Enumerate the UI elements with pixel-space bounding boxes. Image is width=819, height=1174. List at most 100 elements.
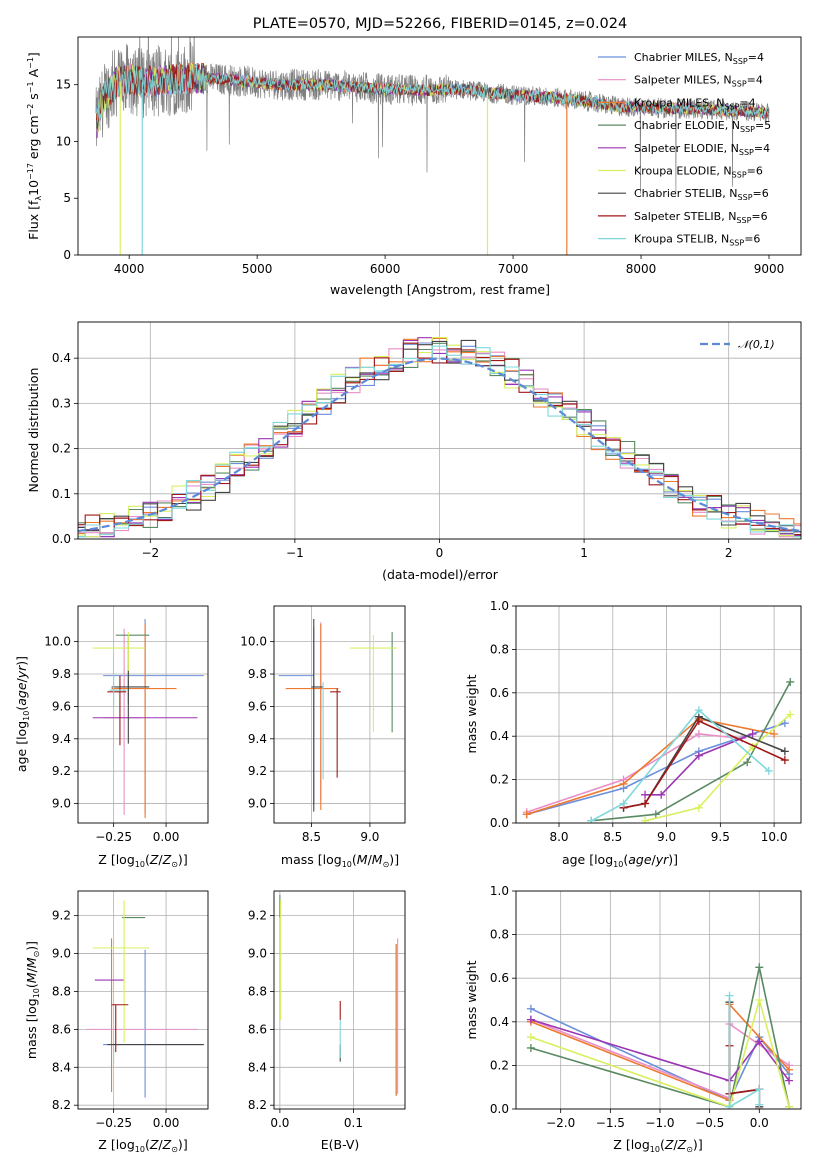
mass-vs-Z-frame	[77, 890, 209, 1110]
age-vs-Z-point-5	[92, 631, 146, 681]
mass-vs-Z-ytick-label-2: 8.6	[52, 1022, 71, 1036]
spectrum-ylabel: Flux [fλ10−17 erg cm−2 s−1 A−1]	[26, 52, 43, 240]
residuals-ytick-label-1: 0.1	[52, 487, 71, 501]
age-vs-mass-ytick-label-5: 10.0	[240, 635, 267, 649]
mass-vs-EBV-axes: 0.0 0.1 8.2 8.4 8.6 8.8 9.0 9.2	[248, 891, 405, 1130]
spectrum-xtick-label-2: 6000	[370, 262, 401, 276]
mass-vs-EBV-ytick-label-1: 8.4	[248, 1060, 267, 1074]
spectrum-ytick-label-0: 0	[63, 248, 71, 262]
weight-vs-Z-xtick-label-3: −0.5	[695, 1116, 724, 1130]
weight-vs-age-marker-8-2	[694, 706, 703, 715]
residuals-hist-5	[78, 336, 801, 538]
weight-vs-Z-ytick-label-1: 0.2	[490, 1058, 509, 1072]
weight-vs-age-series-line-2	[526, 717, 775, 816]
spectrum-xtick-label-5: 9000	[754, 262, 785, 276]
age-vs-mass-ytick-label-0: 9.0	[248, 797, 267, 811]
residuals-xtick-label-2: 0	[436, 546, 444, 560]
spectrum-legend-entry-3: Chabrier ELODIE, NSSP=5	[634, 119, 771, 134]
mass-vs-EBV-ytick-label-0: 8.2	[248, 1098, 267, 1112]
weight-vs-age-marker-3-2	[743, 758, 752, 767]
weight-vs-Z-xtick-label-1: −1.5	[596, 1116, 625, 1130]
weight-vs-Z-series-8	[725, 991, 764, 1109]
age-vs-Z-point-8	[109, 674, 127, 707]
age-vs-Z-point-6	[111, 670, 150, 744]
age-vs-Z-ytick-label-2: 9.4	[52, 732, 71, 746]
mass-vs-Z-point-7	[111, 1004, 129, 1053]
weight-vs-age-marker-1-2	[694, 730, 703, 739]
residuals-legend-entry: 𝒩(0,1)	[738, 338, 775, 351]
weight-vs-age-marker-3-3	[786, 677, 795, 686]
residuals-ytick-label-4: 0.4	[52, 351, 71, 365]
spectrum-xlabel: wavelength [Angstrom, rest frame]	[330, 282, 550, 297]
age-vs-Z-point-1	[103, 628, 141, 815]
mass-vs-Z-axes: −0.25 0.00 8.2 8.4 8.6 8.8 9.0 9.2	[52, 891, 208, 1130]
mass-vs-Z-xtick-label-0: −0.25	[95, 1116, 132, 1130]
age-vs-Z-xlabel: Z [log10(Z/Z⊙)]	[98, 852, 187, 869]
weight-vs-age-xtick-label-4: 10.0	[761, 830, 788, 844]
weight-vs-age-ytick-label-3: 0.6	[490, 686, 509, 700]
weight-vs-Z-marker-4-0	[526, 1015, 535, 1024]
weight-vs-age-series-line-4	[645, 733, 753, 796]
weight-vs-age-marker-8-3	[764, 766, 773, 775]
weight-vs-Z-ytick-label-5: 1.0	[490, 884, 509, 898]
residuals-hist-4	[78, 337, 801, 538]
weight-vs-Z-series-line-3	[530, 967, 790, 1108]
weight-vs-age-xlabel: age [log10(age/yr)]	[562, 852, 678, 869]
weight-vs-age-series-5	[641, 710, 795, 823]
mass-vs-EBV-ytick-label-5: 9.2	[248, 909, 267, 923]
weight-vs-age-series-2	[522, 714, 779, 819]
age-vs-Z-xtick-label-0: −0.25	[95, 830, 132, 844]
weight-vs-Z-frame	[515, 890, 802, 1110]
age-vs-mass-ytick-label-1: 9.2	[248, 764, 267, 778]
weight-vs-Z-xtick-label-2: −1.0	[645, 1116, 674, 1130]
spectrum-ytick-label-3: 15	[56, 78, 71, 92]
age-vs-mass-frame	[273, 605, 406, 824]
spectrum-legend-entry-2: Kroupa MILES, NSSP=4	[634, 96, 756, 111]
weight-vs-age-ytick-label-0: 0.0	[490, 816, 509, 830]
age-vs-mass-ytick-label-3: 9.6	[248, 699, 267, 713]
spectrum-model-line-8	[96, 63, 769, 126]
mass-vs-EBV-ytick-label-2: 8.6	[248, 1022, 267, 1036]
mass-vs-Z-point-5	[92, 900, 150, 1043]
weight-vs-age-frame	[515, 605, 802, 824]
weight-vs-age-marker-5-3	[786, 710, 795, 719]
spectrum-axes: 4000 5000 6000 7000 8000 9000 0 5 10 15	[56, 78, 785, 276]
weight-vs-age-marker-7-1	[641, 799, 650, 808]
residuals-ytick-label-2: 0.2	[52, 442, 71, 456]
weight-vs-age-marker-4-2	[694, 751, 703, 760]
weight-vs-Z-marker-4-2	[755, 1037, 764, 1046]
weight-vs-age-marker-6-3	[780, 747, 789, 756]
age-vs-Z-point-3	[115, 634, 150, 704]
residuals-xlabel: (data-model)/error	[382, 567, 499, 582]
weight-vs-age-marker-0-3	[780, 719, 789, 728]
residuals-xtick-label-1: −1	[286, 546, 304, 560]
weight-vs-age-xtick-label-1: 8.5	[603, 830, 622, 844]
mass-vs-Z-ytick-label-0: 8.2	[52, 1098, 71, 1112]
weight-vs-age-ylabel: mass weight	[464, 674, 479, 753]
spectrum-xtick-label-1: 5000	[242, 262, 273, 276]
weight-vs-age-marker-2-0	[522, 810, 531, 819]
weight-vs-age-ytick-label-1: 0.2	[490, 773, 509, 787]
weight-vs-age-series-line-7	[623, 719, 786, 809]
mass-vs-Z-ytick-label-5: 9.2	[52, 909, 71, 923]
weight-vs-age-marker-4-1	[657, 790, 666, 799]
mass-vs-Z-plot	[86, 900, 204, 1098]
residuals-xtick-label-4: 2	[725, 546, 733, 560]
weight-vs-age-series-8	[587, 706, 773, 823]
weight-vs-age-marker-4-3	[748, 730, 757, 739]
weight-vs-Z-ytick-label-2: 0.4	[490, 1015, 509, 1029]
residuals-hist-6	[78, 339, 801, 533]
age-vs-mass-point-5	[350, 635, 397, 733]
mass-vs-Z-ytick-label-3: 8.8	[52, 984, 71, 998]
weight-vs-Z-marker-8-3	[755, 1100, 764, 1109]
mass-vs-Z-ytick-label-4: 9.0	[52, 947, 71, 961]
spectrum-model-line-5	[96, 63, 769, 133]
mass-vs-Z-ylabel: mass [log10(M/M⊙)]	[24, 941, 41, 1059]
spectrum-legend-entry-5: Kroupa ELODIE, NSSP=6	[634, 165, 763, 180]
spectrum-ytick-label-2: 10	[56, 134, 71, 148]
residuals-hist-3	[78, 342, 801, 538]
mass-vs-EBV-frame	[273, 890, 406, 1110]
weight-vs-Z-ytick-label-4: 0.8	[490, 928, 509, 942]
weight-vs-Z-marker-8-0	[725, 991, 734, 1000]
